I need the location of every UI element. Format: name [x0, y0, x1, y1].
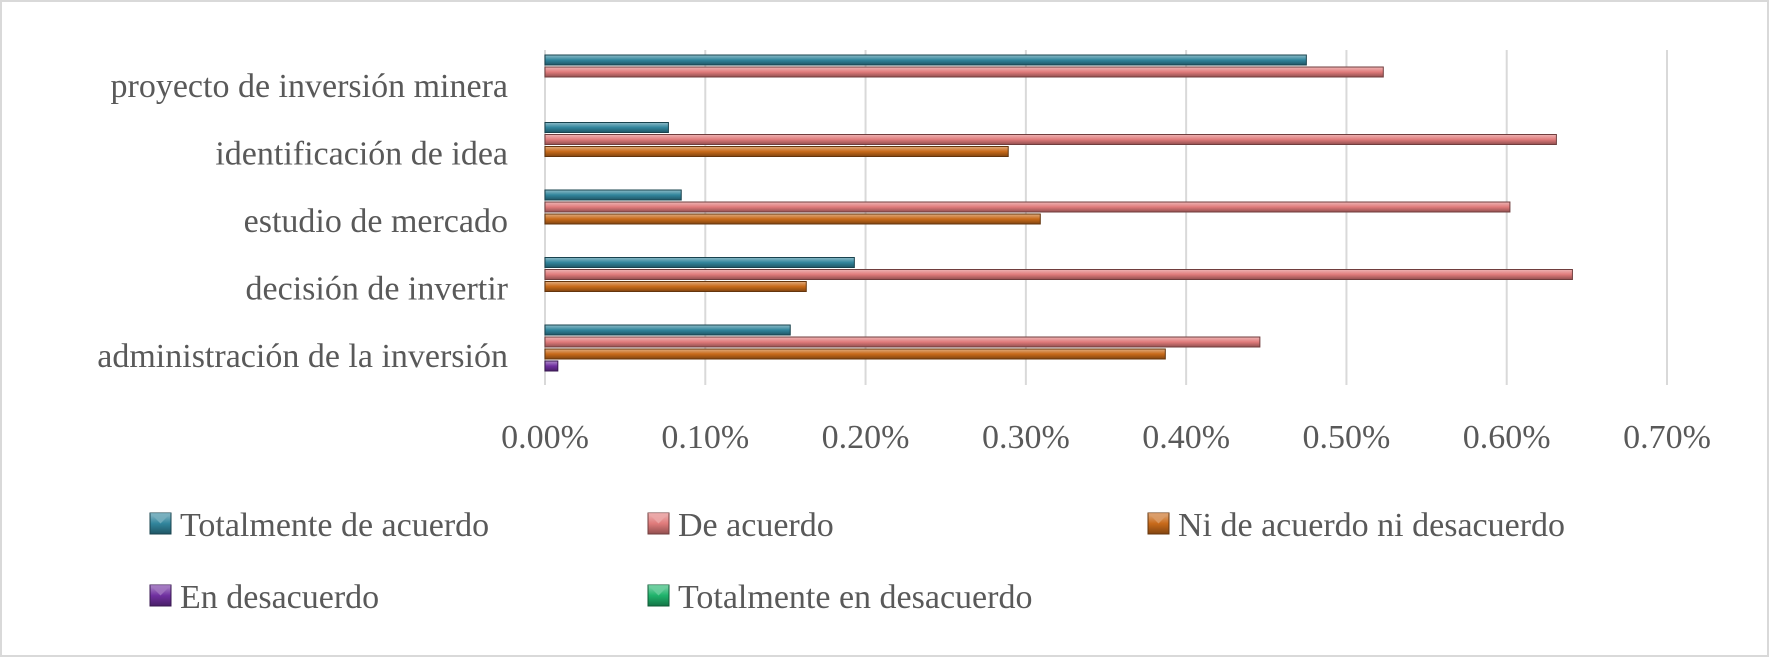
bar — [544, 201, 1511, 213]
legend-swatch-highlight — [648, 513, 669, 524]
category-label: decisión de invertir — [246, 271, 509, 308]
legend-label: De acuerdo — [678, 507, 834, 544]
bar — [544, 146, 1009, 157]
legend-swatch-highlight — [150, 585, 171, 596]
bar — [544, 257, 855, 268]
legend: Totalmente de acuerdo De acuerdo Ni de acu… — [149, 507, 1565, 616]
x-tick-label: 0.70% — [1623, 419, 1711, 456]
legend-label: Ni de acuerdo ni desacuerdo — [1178, 507, 1565, 544]
bar — [544, 213, 1041, 225]
bars — [544, 54, 1573, 372]
bar — [544, 336, 1261, 348]
legend-label: Totalmente de acuerdo — [180, 507, 489, 544]
legend-label: Totalmente en desacuerdo — [678, 579, 1032, 616]
legend-swatch-highlight — [1148, 513, 1169, 524]
bar — [544, 360, 559, 372]
x-tick-label: 0.00% — [501, 419, 589, 456]
legend-item: De acuerdo — [647, 507, 834, 544]
legend-item: Ni de acuerdo ni desacuerdo — [1147, 507, 1565, 544]
x-tick-label: 0.20% — [822, 419, 910, 456]
bar — [544, 134, 1557, 145]
bar — [544, 122, 669, 133]
legend-swatch-highlight — [648, 585, 669, 596]
x-tick-label: 0.40% — [1142, 419, 1230, 456]
bar — [544, 324, 791, 336]
category-label: proyecto de inversión minera — [111, 68, 508, 105]
legend-label: En desacuerdo — [180, 579, 379, 616]
legend-swatch-highlight — [150, 513, 171, 524]
x-tick-label: 0.10% — [661, 419, 749, 456]
x-tick-label: 0.50% — [1303, 419, 1391, 456]
category-labels: proyecto de inversión minera identificaci… — [97, 68, 508, 375]
bar — [544, 281, 807, 292]
x-tick-label: 0.30% — [982, 419, 1070, 456]
bar — [544, 189, 682, 201]
category-label: estudio de mercado — [244, 203, 508, 240]
category-label: administración de la inversión — [97, 338, 508, 375]
x-tick-label: 0.60% — [1463, 419, 1551, 456]
category-label: identificación de idea — [215, 136, 508, 173]
x-tick-labels: 0.00% 0.10% 0.20% 0.30% 0.40% 0.50% 0.60% 0.70% — [501, 419, 1711, 456]
bar — [544, 66, 1384, 78]
legend-item: Totalmente de acuerdo — [149, 507, 489, 544]
legend-item: En desacuerdo — [149, 579, 379, 616]
bar — [544, 269, 1573, 280]
legend-item: Totalmente en desacuerdo — [647, 579, 1032, 616]
bar — [544, 54, 1307, 66]
bar — [544, 348, 1166, 360]
